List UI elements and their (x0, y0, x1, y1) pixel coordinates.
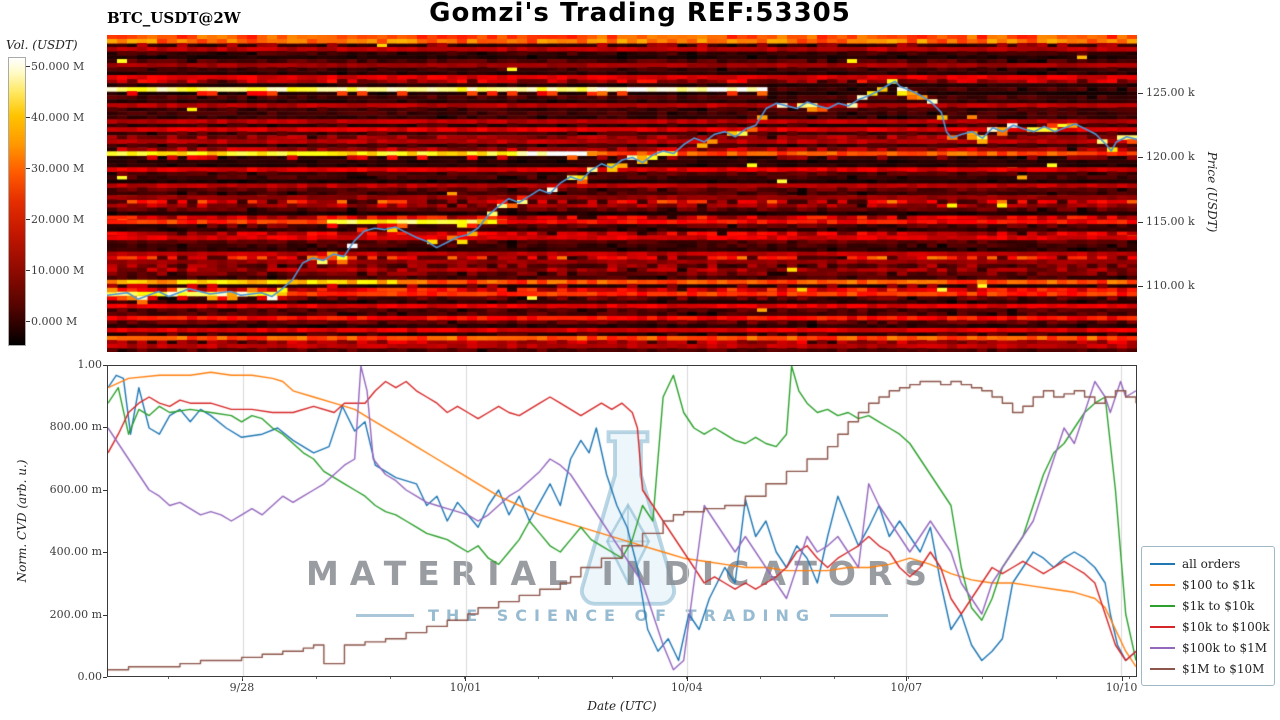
legend-item: $100k to $1M (1150, 637, 1268, 658)
cvd-x-tick-label: 10/04 (671, 681, 703, 694)
cvd-y-axis-title: Norm. CVD (arb. u.) (15, 459, 29, 583)
colorbar-tick-label: 0.000 M (31, 315, 78, 328)
legend-line-sample (1150, 667, 1175, 670)
page-title: Gomzi's Trading REF:53305 (429, 0, 851, 28)
legend-item: $1k to $10k (1150, 595, 1266, 616)
cvd-x-tick-mark (686, 677, 688, 681)
legend-item: $10k to $100k (1150, 616, 1270, 637)
cvd-x-minor-tick-mark (1055, 677, 1057, 679)
colorbar-tick-mark (26, 219, 30, 220)
cvd-y-tick-label: 200.00 m (49, 607, 102, 621)
colorbar-tick-mark (26, 270, 30, 271)
cvd-y-tick-mark (103, 677, 107, 678)
cvd-x-tick-label: 9/28 (229, 681, 255, 694)
cvd-x-minor-tick-mark (685, 677, 687, 679)
cvd-x-tick-mark (1121, 677, 1123, 681)
cvd-x-tick-label: 10/10 (1105, 681, 1138, 694)
price-tick-label: 120.00 k (1146, 150, 1195, 164)
cvd-x-tick-label: 10/07 (890, 681, 923, 694)
cvd-x-tick-mark (241, 677, 243, 681)
legend-item-label: all orders (1182, 556, 1241, 571)
legend-line-sample (1150, 562, 1175, 565)
legend-item: all orders (1150, 553, 1266, 574)
cvd-y-tick-mark (103, 365, 107, 366)
price-tick-mark (1138, 92, 1143, 94)
legend-item-label: $1M to $10M (1182, 661, 1265, 676)
cvd-x-minor-tick-mark (833, 677, 835, 679)
legend-item: $1M to $10M (1150, 658, 1266, 679)
colorbar-tick-label: 40.000 M (31, 111, 85, 124)
legend-item: $100 to $1k (1150, 574, 1266, 595)
colorbar-tick-mark (26, 168, 30, 169)
cvd-y-tick-label: 400.00 m (49, 545, 102, 559)
cvd-x-tick-label: 10/01 (449, 681, 482, 694)
volume-colorbar (8, 57, 26, 346)
colorbar-tick-label: 10.000 M (31, 264, 85, 277)
cvd-y-tick-mark (103, 489, 107, 491)
cvd-y-tick-mark (103, 614, 107, 616)
legend-line-sample (1150, 583, 1175, 586)
cvd-y-tick-label: 800.00 m (49, 420, 102, 434)
colorbar-tick-mark (26, 117, 30, 118)
legend-item-label: $100 to $1k (1182, 577, 1255, 592)
colorbar-title: Vol. (USDT) (6, 38, 78, 52)
cvd-x-tick-mark (906, 677, 908, 681)
cvd-x-minor-tick-mark (463, 677, 465, 679)
price-tick-label: 110.00 k (1146, 279, 1195, 293)
cvd-x-tick-mark (465, 677, 467, 681)
symbol-label: BTC_USDT@2W (107, 9, 241, 27)
legend-line-sample (1150, 646, 1175, 649)
cvd-y-tick-mark (103, 552, 107, 554)
cvd-y-tick-label: 0.00 (77, 670, 103, 683)
cvd-lines-canvas (108, 366, 1136, 676)
cvd-x-minor-tick-mark (759, 677, 761, 679)
price-axis-title: Price (USDT) (1205, 151, 1219, 233)
colorbar-tick-label: 30.000 M (31, 162, 85, 175)
heatmap-canvas (107, 35, 1137, 352)
legend-item-label: $1k to $10k (1182, 598, 1255, 613)
cvd-x-minor-tick-mark (1129, 677, 1131, 679)
legend-line-sample (1150, 604, 1175, 607)
price-tick-label: 125.00 k (1146, 85, 1195, 99)
cvd-x-minor-tick-mark (907, 677, 909, 679)
cvd-plot-area: MATERIAL INDICATORS THE SCIENCE OF TRADI… (107, 365, 1137, 677)
cvd-y-tick-label: 1.00 (77, 358, 103, 371)
legend: all orders $100 to $1k $1k to $10k $10k to … (1141, 546, 1275, 686)
price-tick-label: 115.00 k (1146, 214, 1195, 228)
colorbar-tick-label: 20.000 M (31, 213, 85, 226)
legend-item-label: $100k to $1M (1182, 640, 1268, 655)
colorbar-tick-label: 50.000 M (31, 60, 85, 73)
cvd-y-tick-label: 600.00 m (49, 482, 102, 496)
cvd-y-tick-mark (103, 427, 107, 429)
cvd-x-axis-title: Date (UTC) (587, 699, 657, 713)
price-tick-mark (1138, 286, 1143, 288)
cvd-x-minor-tick-mark (168, 677, 170, 679)
colorbar-tick-mark (26, 66, 30, 67)
cvd-x-minor-tick-mark (315, 677, 317, 679)
colorbar-tick-mark (26, 321, 30, 322)
cvd-x-minor-tick-mark (389, 677, 391, 679)
price-tick-mark (1138, 221, 1143, 223)
cvd-x-minor-tick-mark (981, 677, 983, 679)
legend-line-sample (1150, 625, 1175, 628)
cvd-x-minor-tick-mark (611, 677, 613, 679)
legend-item-label: $10k to $100k (1182, 619, 1270, 634)
cvd-x-minor-tick-mark (537, 677, 539, 679)
cvd-x-minor-tick-mark (242, 677, 244, 679)
price-tick-mark (1138, 157, 1143, 159)
